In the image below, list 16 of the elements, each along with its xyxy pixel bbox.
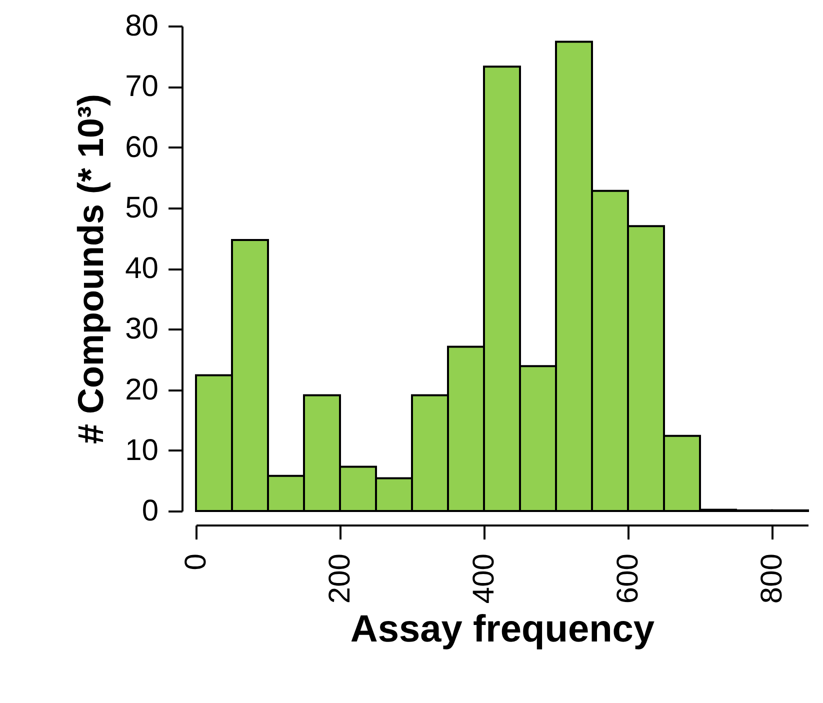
y-tick-label: 30 [125,312,158,346]
x-tick-label: 0 [180,554,212,570]
y-tick-label: 0 [142,494,158,528]
x-tick-label: 600 [612,554,644,604]
x-tick-label: 200 [324,554,356,604]
y-tick-label: 70 [125,70,158,104]
y-tick-label: 20 [125,373,158,406]
y-tick-label: 80 [125,10,158,42]
y-tick-label: 40 [125,252,158,285]
y-tick-label: 50 [125,191,158,224]
y-tick-label: 60 [125,130,158,164]
x-axis-title: Assay frequency [350,608,655,651]
x-tick-label: 800 [756,554,788,604]
y-tick-label: 10 [125,434,158,467]
x-tick-label: 400 [468,554,500,604]
y-axis-title: # Compounds (* 10³) [70,94,112,444]
